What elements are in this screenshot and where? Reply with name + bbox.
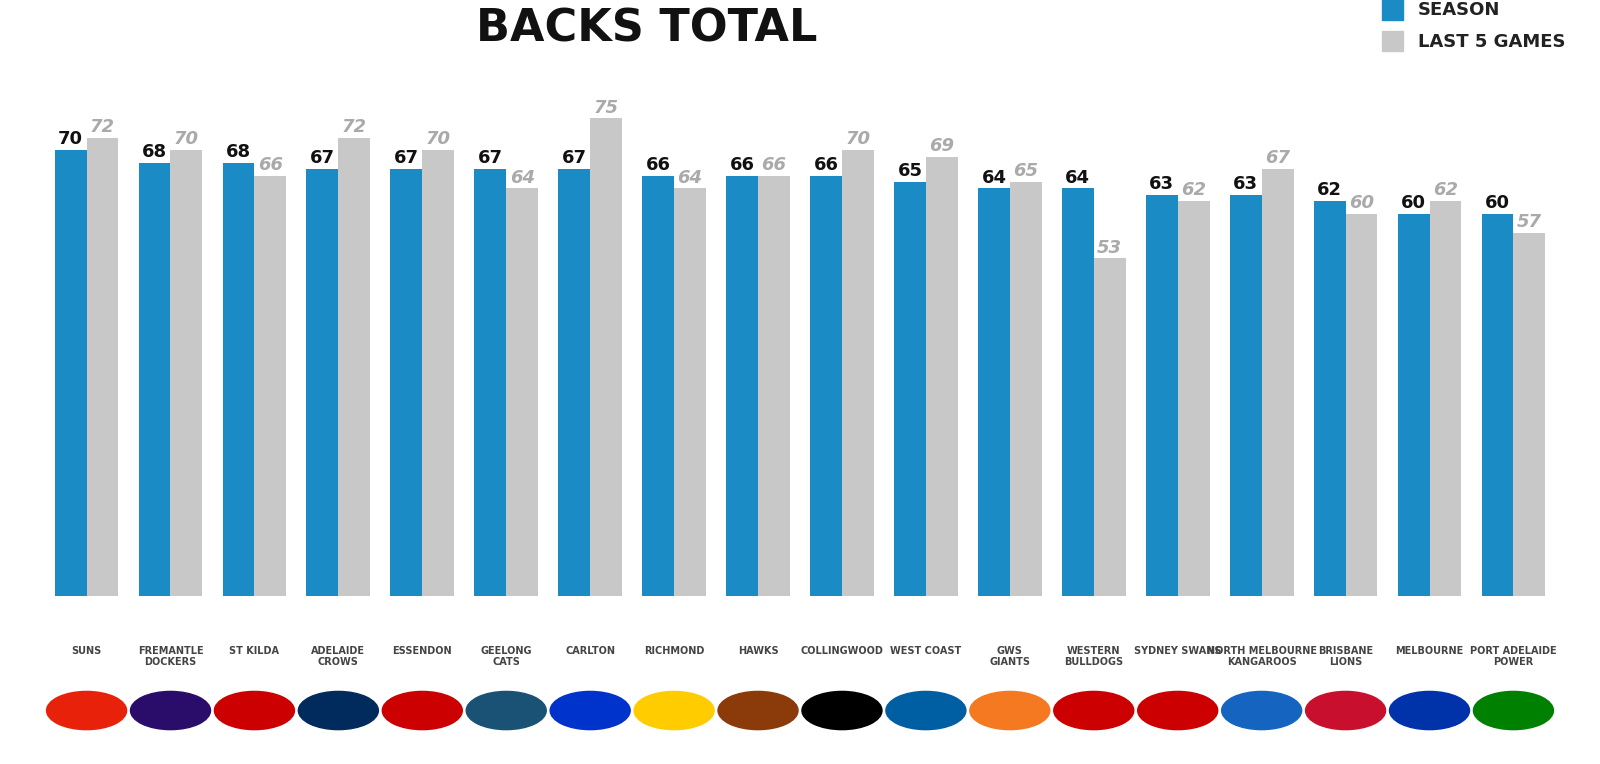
Text: BACKS TOTAL: BACKS TOTAL (475, 8, 818, 50)
Text: PORT ADELAIDE
POWER: PORT ADELAIDE POWER (1470, 646, 1557, 667)
Text: 65: 65 (1013, 162, 1038, 180)
Text: WEST COAST: WEST COAST (890, 646, 962, 656)
Bar (642, 176, 674, 596)
Bar (558, 170, 590, 596)
Bar (254, 176, 286, 596)
Text: 57: 57 (1517, 213, 1542, 231)
Bar (506, 189, 538, 596)
Text: 67: 67 (394, 150, 419, 167)
Text: 67: 67 (478, 150, 502, 167)
Bar (474, 170, 506, 596)
Bar (86, 138, 118, 596)
Text: 60: 60 (1402, 194, 1426, 212)
Text: 72: 72 (90, 118, 115, 136)
Text: 68: 68 (142, 143, 166, 161)
Legend: SEASON, LAST 5 GAMES: SEASON, LAST 5 GAMES (1373, 0, 1574, 60)
Bar (726, 176, 758, 596)
Text: 62: 62 (1317, 181, 1342, 199)
Bar (1178, 201, 1210, 596)
Text: RICHMOND: RICHMOND (643, 646, 704, 656)
Bar (926, 157, 958, 596)
Text: 53: 53 (1098, 238, 1122, 257)
Text: SUNS: SUNS (72, 646, 102, 656)
Text: BRISBANE
LIONS: BRISBANE LIONS (1318, 646, 1373, 667)
Text: 65: 65 (898, 162, 923, 180)
Bar (171, 151, 202, 596)
Bar (1146, 195, 1178, 596)
Bar (674, 189, 706, 596)
Text: MELBOURNE: MELBOURNE (1395, 646, 1464, 656)
Text: ST KILDA: ST KILDA (229, 646, 280, 656)
Text: ADELAIDE
CROWS: ADELAIDE CROWS (312, 646, 365, 667)
Bar (1346, 214, 1378, 596)
Bar (590, 118, 622, 596)
Text: 70: 70 (845, 131, 870, 148)
Bar (1314, 201, 1346, 596)
Bar (422, 151, 454, 596)
Text: 63: 63 (1149, 175, 1174, 193)
Text: GEELONG
CATS: GEELONG CATS (480, 646, 531, 667)
Bar (1230, 195, 1262, 596)
Text: 62: 62 (1181, 181, 1206, 199)
Bar (1482, 214, 1514, 596)
Text: CARLTON: CARLTON (565, 646, 614, 656)
Text: 60: 60 (1349, 194, 1374, 212)
Bar (1514, 233, 1546, 596)
Text: 62: 62 (1434, 181, 1458, 199)
Text: WESTERN
BULLDOGS: WESTERN BULLDOGS (1064, 646, 1123, 667)
Bar (1010, 182, 1042, 596)
Text: 70: 70 (174, 131, 198, 148)
Bar (1398, 214, 1429, 596)
Text: 64: 64 (1066, 169, 1090, 186)
Bar (758, 176, 790, 596)
Text: SYDNEY SWANS: SYDNEY SWANS (1134, 646, 1221, 656)
Text: 67: 67 (562, 150, 587, 167)
Text: 70: 70 (426, 131, 451, 148)
Text: 66: 66 (646, 156, 670, 174)
Text: 66: 66 (762, 156, 787, 174)
Bar (894, 182, 926, 596)
Text: NORTH MELBOURNE
KANGAROOS: NORTH MELBOURNE KANGAROOS (1206, 646, 1317, 667)
Text: 70: 70 (58, 131, 83, 148)
Text: 72: 72 (342, 118, 366, 136)
Text: 67: 67 (1266, 150, 1290, 167)
Text: FREMANTLE
DOCKERS: FREMANTLE DOCKERS (138, 646, 203, 667)
Bar (390, 170, 422, 596)
Bar (978, 189, 1010, 596)
Bar (1262, 170, 1293, 596)
Bar (222, 163, 254, 596)
Bar (1429, 201, 1461, 596)
Text: GWS
GIANTS: GWS GIANTS (989, 646, 1030, 667)
Text: 66: 66 (813, 156, 838, 174)
Text: ESSENDON: ESSENDON (392, 646, 453, 656)
Bar (54, 151, 86, 596)
Text: 64: 64 (981, 169, 1006, 186)
Bar (810, 176, 842, 596)
Text: 67: 67 (310, 150, 334, 167)
Text: 64: 64 (677, 169, 702, 186)
Text: 75: 75 (594, 99, 619, 117)
Text: 69: 69 (930, 137, 954, 155)
Text: 63: 63 (1234, 175, 1258, 193)
Bar (1062, 189, 1094, 596)
Bar (1094, 258, 1126, 596)
Text: 66: 66 (258, 156, 283, 174)
Text: 66: 66 (730, 156, 755, 174)
Bar (307, 170, 338, 596)
Text: COLLINGWOOD: COLLINGWOOD (800, 646, 883, 656)
Bar (139, 163, 171, 596)
Bar (842, 151, 874, 596)
Text: 68: 68 (226, 143, 251, 161)
Text: 64: 64 (510, 169, 534, 186)
Text: HAWKS: HAWKS (738, 646, 778, 656)
Bar (338, 138, 370, 596)
Text: 60: 60 (1485, 194, 1510, 212)
